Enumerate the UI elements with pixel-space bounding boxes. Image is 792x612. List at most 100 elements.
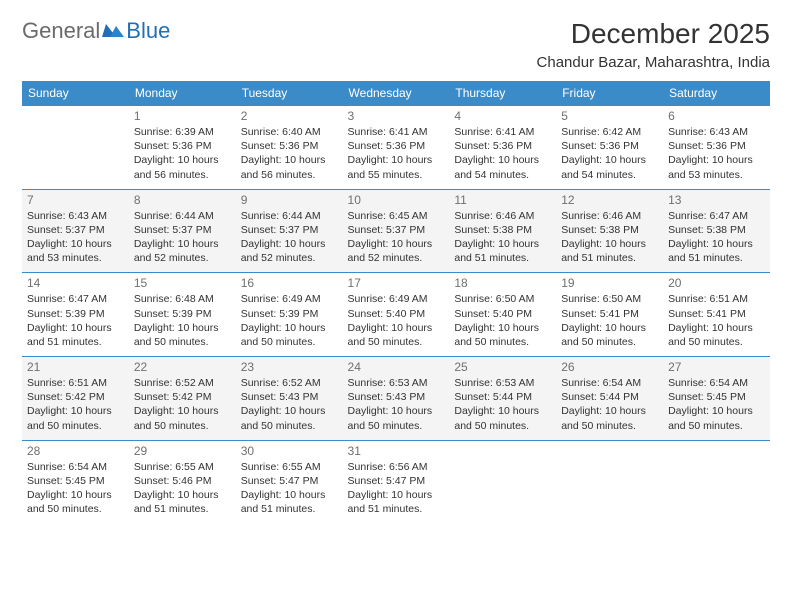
day-number: 20 <box>668 276 765 290</box>
day-number: 7 <box>27 193 124 207</box>
day-info: Sunrise: 6:51 AMSunset: 5:41 PMDaylight:… <box>668 292 765 349</box>
calendar-cell: 22 Sunrise: 6:52 AMSunset: 5:42 PMDayligh… <box>129 357 236 441</box>
day-number: 21 <box>27 360 124 374</box>
day-number: 27 <box>668 360 765 374</box>
calendar-cell: 11Sunrise: 6:46 AMSunset: 5:38 PMDayligh… <box>449 189 556 273</box>
day-number: 9 <box>241 193 338 207</box>
header: General Blue December 2025 Chandur Bazar… <box>22 18 770 71</box>
weekday-header-row: Sunday Monday Tuesday Wednesday Thursday… <box>22 81 770 106</box>
calendar-cell: 30 Sunrise: 6:55 AMSunset: 5:47 PMDayligh… <box>236 440 343 523</box>
day-number: 25 <box>454 360 551 374</box>
calendar-cell: 8Sunrise: 6:44 AMSunset: 5:37 PMDaylight… <box>129 189 236 273</box>
day-info: Sunrise: 6:50 AMSunset: 5:41 PMDaylight:… <box>561 292 658 349</box>
calendar-cell: 5 Sunrise: 6:42 AMSunset: 5:36 PMDaylight… <box>556 106 663 190</box>
calendar-cell <box>663 440 770 523</box>
day-number: 18 <box>454 276 551 290</box>
calendar-cell: 28 Sunrise: 6:54 AMSunset: 5:45 PMDayligh… <box>22 440 129 523</box>
day-info: Sunrise: 6:43 AMSunset: 5:37 PMDaylight:… <box>27 209 124 266</box>
weekday-header: Wednesday <box>343 81 450 106</box>
calendar-cell: 1 Sunrise: 6:39 AMSunset: 5:36 PMDaylight… <box>129 106 236 190</box>
day-number: 5 <box>561 109 658 123</box>
day-number: 2 <box>241 109 338 123</box>
day-number: 31 <box>348 444 445 458</box>
logo-triangle-icon <box>102 21 124 42</box>
day-info: Sunrise: 6:52 AMSunset: 5:42 PMDaylight:… <box>134 376 231 433</box>
weekday-header: Saturday <box>663 81 770 106</box>
day-number: 30 <box>241 444 338 458</box>
day-info: Sunrise: 6:53 AMSunset: 5:43 PMDaylight:… <box>348 376 445 433</box>
day-info: Sunrise: 6:44 AMSunset: 5:37 PMDaylight:… <box>241 209 338 266</box>
calendar-cell: 25 Sunrise: 6:53 AMSunset: 5:44 PMDayligh… <box>449 357 556 441</box>
day-info: Sunrise: 6:46 AMSunset: 5:38 PMDaylight:… <box>561 209 658 266</box>
calendar-cell <box>556 440 663 523</box>
title-block: December 2025 Chandur Bazar, Maharashtra… <box>537 18 770 71</box>
day-info: Sunrise: 6:50 AMSunset: 5:40 PMDaylight:… <box>454 292 551 349</box>
weekday-header: Sunday <box>22 81 129 106</box>
day-info: Sunrise: 6:39 AMSunset: 5:36 PMDaylight:… <box>134 125 231 182</box>
calendar-row: 14 Sunrise: 6:47 AMSunset: 5:39 PMDayligh… <box>22 273 770 357</box>
location: Chandur Bazar, Maharashtra, India <box>537 54 770 71</box>
calendar-cell <box>449 440 556 523</box>
day-info: Sunrise: 6:49 AMSunset: 5:40 PMDaylight:… <box>348 292 445 349</box>
month-title: December 2025 <box>537 18 770 50</box>
calendar-cell: 20 Sunrise: 6:51 AMSunset: 5:41 PMDayligh… <box>663 273 770 357</box>
day-info: Sunrise: 6:44 AMSunset: 5:37 PMDaylight:… <box>134 209 231 266</box>
weekday-header: Monday <box>129 81 236 106</box>
calendar-cell: 27 Sunrise: 6:54 AMSunset: 5:45 PMDayligh… <box>663 357 770 441</box>
calendar-cell: 29 Sunrise: 6:55 AMSunset: 5:46 PMDayligh… <box>129 440 236 523</box>
day-info: Sunrise: 6:47 AMSunset: 5:38 PMDaylight:… <box>668 209 765 266</box>
calendar-cell: 26Sunrise: 6:54 AMSunset: 5:44 PMDayligh… <box>556 357 663 441</box>
calendar-cell: 13Sunrise: 6:47 AMSunset: 5:38 PMDayligh… <box>663 189 770 273</box>
weekday-header: Tuesday <box>236 81 343 106</box>
calendar-row: 21 Sunrise: 6:51 AMSunset: 5:42 PMDayligh… <box>22 357 770 441</box>
calendar-cell: 12Sunrise: 6:46 AMSunset: 5:38 PMDayligh… <box>556 189 663 273</box>
day-info: Sunrise: 6:55 AMSunset: 5:46 PMDaylight:… <box>134 460 231 517</box>
day-number: 17 <box>348 276 445 290</box>
day-number: 28 <box>27 444 124 458</box>
day-info: Sunrise: 6:51 AMSunset: 5:42 PMDaylight:… <box>27 376 124 433</box>
calendar-cell: 3Sunrise: 6:41 AMSunset: 5:36 PMDaylight… <box>343 106 450 190</box>
day-info: Sunrise: 6:41 AMSunset: 5:36 PMDaylight:… <box>454 125 551 182</box>
calendar-body: 1 Sunrise: 6:39 AMSunset: 5:36 PMDaylight… <box>22 106 770 524</box>
day-info: Sunrise: 6:43 AMSunset: 5:36 PMDaylight:… <box>668 125 765 182</box>
calendar-cell: 18 Sunrise: 6:50 AMSunset: 5:40 PMDayligh… <box>449 273 556 357</box>
logo: General Blue <box>22 18 170 44</box>
day-info: Sunrise: 6:53 AMSunset: 5:44 PMDaylight:… <box>454 376 551 433</box>
logo-text-blue: Blue <box>126 18 170 44</box>
calendar-cell <box>22 106 129 190</box>
calendar-cell: 6 Sunrise: 6:43 AMSunset: 5:36 PMDaylight… <box>663 106 770 190</box>
calendar-cell: 19Sunrise: 6:50 AMSunset: 5:41 PMDayligh… <box>556 273 663 357</box>
day-number: 6 <box>668 109 765 123</box>
day-info: Sunrise: 6:48 AMSunset: 5:39 PMDaylight:… <box>134 292 231 349</box>
calendar-cell: 9 Sunrise: 6:44 AMSunset: 5:37 PMDaylight… <box>236 189 343 273</box>
calendar-cell: 23 Sunrise: 6:52 AMSunset: 5:43 PMDayligh… <box>236 357 343 441</box>
day-number: 1 <box>134 109 231 123</box>
calendar-row: 7 Sunrise: 6:43 AMSunset: 5:37 PMDaylight… <box>22 189 770 273</box>
calendar-cell: 21 Sunrise: 6:51 AMSunset: 5:42 PMDayligh… <box>22 357 129 441</box>
day-number: 4 <box>454 109 551 123</box>
calendar-row: 1 Sunrise: 6:39 AMSunset: 5:36 PMDaylight… <box>22 106 770 190</box>
day-number: 29 <box>134 444 231 458</box>
day-info: Sunrise: 6:47 AMSunset: 5:39 PMDaylight:… <box>27 292 124 349</box>
calendar-cell: 4 Sunrise: 6:41 AMSunset: 5:36 PMDaylight… <box>449 106 556 190</box>
logo-text-general: General <box>22 18 100 44</box>
weekday-header: Friday <box>556 81 663 106</box>
day-info: Sunrise: 6:45 AMSunset: 5:37 PMDaylight:… <box>348 209 445 266</box>
day-info: Sunrise: 6:49 AMSunset: 5:39 PMDaylight:… <box>241 292 338 349</box>
calendar-cell: 10Sunrise: 6:45 AMSunset: 5:37 PMDayligh… <box>343 189 450 273</box>
calendar-cell: 17 Sunrise: 6:49 AMSunset: 5:40 PMDayligh… <box>343 273 450 357</box>
day-info: Sunrise: 6:54 AMSunset: 5:45 PMDaylight:… <box>668 376 765 433</box>
day-info: Sunrise: 6:55 AMSunset: 5:47 PMDaylight:… <box>241 460 338 517</box>
day-number: 16 <box>241 276 338 290</box>
day-number: 11 <box>454 193 551 207</box>
day-info: Sunrise: 6:54 AMSunset: 5:45 PMDaylight:… <box>27 460 124 517</box>
day-info: Sunrise: 6:52 AMSunset: 5:43 PMDaylight:… <box>241 376 338 433</box>
calendar-cell: 24Sunrise: 6:53 AMSunset: 5:43 PMDayligh… <box>343 357 450 441</box>
day-number: 23 <box>241 360 338 374</box>
day-info: Sunrise: 6:40 AMSunset: 5:36 PMDaylight:… <box>241 125 338 182</box>
day-info: Sunrise: 6:42 AMSunset: 5:36 PMDaylight:… <box>561 125 658 182</box>
day-number: 3 <box>348 109 445 123</box>
day-number: 22 <box>134 360 231 374</box>
day-number: 26 <box>561 360 658 374</box>
day-number: 14 <box>27 276 124 290</box>
